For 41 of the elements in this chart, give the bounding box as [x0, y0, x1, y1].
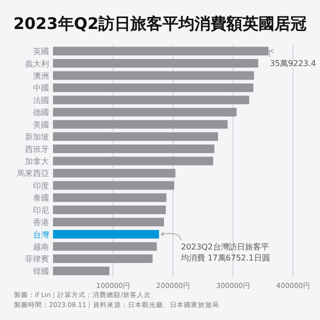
bar — [53, 132, 218, 141]
bar — [53, 96, 250, 104]
bar — [53, 144, 214, 154]
y-tick-label: 越南 — [33, 242, 49, 252]
y-tick-label: 英國 — [33, 47, 49, 56]
bar — [53, 120, 228, 129]
bar — [53, 46, 269, 56]
y-tick-label: 義大利 — [25, 59, 49, 68]
bar — [53, 108, 237, 116]
annotation: 35萬9223.4 — [270, 59, 316, 68]
y-tick-label: 香港 — [33, 218, 49, 228]
bar — [53, 266, 110, 276]
y-tick-label: 菲律賓 — [25, 254, 49, 264]
y-tick-label: 加拿大 — [25, 157, 49, 166]
bar — [53, 181, 174, 190]
annotation: 2023Q2台灣訪日旅客平均消費 17萬6752.1日圓 — [180, 242, 270, 262]
y-tick-label: 德國 — [33, 108, 49, 118]
y-tick-label: 澳洲 — [33, 72, 49, 81]
y-tick-label: 馬來西亞 — [16, 169, 49, 178]
y-tick-label: 泰國 — [33, 194, 49, 203]
y-tick-label: 印度 — [33, 181, 49, 190]
y-tick-label: 西班牙 — [25, 144, 49, 154]
bar — [53, 193, 166, 202]
bar — [53, 230, 160, 239]
y-tick-label: 台灣 — [33, 230, 49, 240]
y-tick-label: 中國 — [33, 84, 49, 93]
y-tick-label: 新加坡 — [25, 132, 49, 142]
bar — [53, 156, 214, 166]
chart-title: 2023年Q2訪日旅客平均消費額英國居冠 — [13, 14, 307, 33]
y-tick-label: 法國 — [33, 96, 49, 105]
bar — [53, 218, 164, 226]
y-tick-label: 韓國 — [33, 266, 49, 276]
bar — [53, 168, 176, 178]
y-tick-label: 美國 — [33, 120, 49, 130]
bar — [53, 83, 254, 92]
bar — [53, 71, 254, 80]
bar — [53, 254, 153, 263]
y-tick-label: 印尼 — [33, 206, 49, 215]
bar — [53, 206, 166, 214]
bar — [53, 242, 157, 251]
bar — [53, 59, 258, 68]
